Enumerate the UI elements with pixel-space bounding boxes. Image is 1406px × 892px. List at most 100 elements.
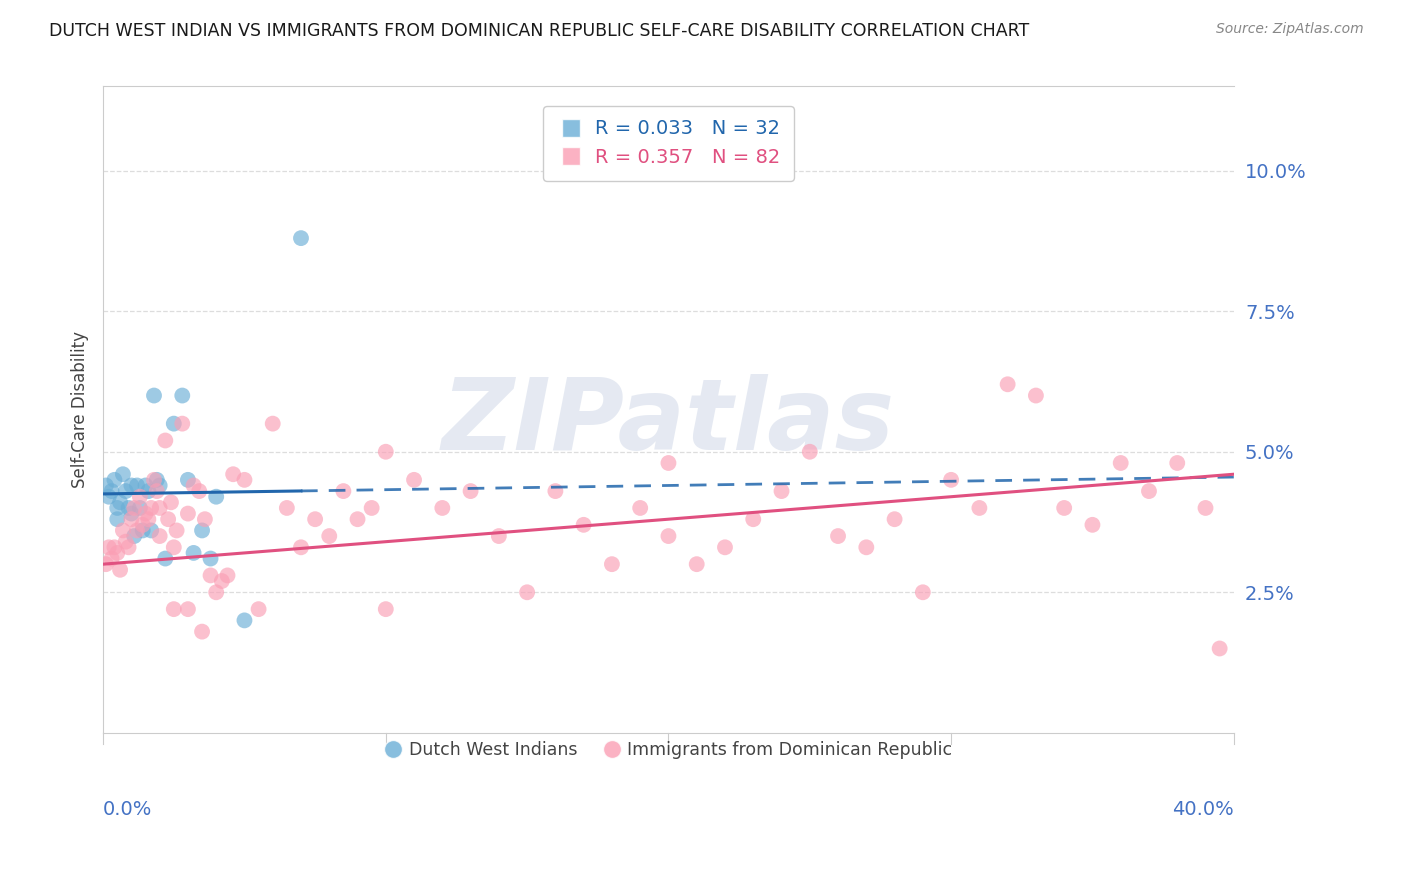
Point	[146, 473, 169, 487]
Point	[141, 524, 163, 538]
Text: DUTCH WEST INDIAN VS IMMIGRANTS FROM DOMINICAN REPUBLIC SELF-CARE DISABILITY COR: DUTCH WEST INDIAN VS IMMIGRANTS FROM DOM…	[49, 22, 1029, 40]
Point	[138, 484, 160, 499]
Point	[714, 541, 737, 555]
Point	[97, 541, 120, 555]
Point	[939, 473, 962, 487]
Point	[205, 490, 228, 504]
Point	[177, 507, 200, 521]
Point	[997, 377, 1019, 392]
Point	[1166, 456, 1188, 470]
Point	[183, 546, 205, 560]
Point	[233, 473, 256, 487]
Point	[172, 388, 194, 402]
Point	[276, 500, 298, 515]
Point	[1194, 500, 1216, 515]
Text: Source: ZipAtlas.com: Source: ZipAtlas.com	[1216, 22, 1364, 37]
Point	[111, 524, 134, 538]
Point	[686, 557, 709, 571]
Point	[770, 484, 793, 499]
Point	[117, 500, 139, 515]
Point	[205, 585, 228, 599]
Point	[131, 517, 153, 532]
Point	[149, 529, 172, 543]
Point	[516, 585, 538, 599]
Point	[233, 613, 256, 627]
Point	[117, 541, 139, 555]
Point	[432, 500, 454, 515]
Point	[163, 417, 186, 431]
Point	[163, 602, 186, 616]
Point	[160, 495, 183, 509]
Point	[188, 484, 211, 499]
Point	[572, 517, 595, 532]
Point	[135, 507, 157, 521]
Point	[194, 512, 217, 526]
Point	[191, 524, 214, 538]
Point	[200, 551, 222, 566]
Point	[855, 541, 877, 555]
Point	[657, 529, 679, 543]
Point	[141, 500, 163, 515]
Point	[100, 551, 122, 566]
Point	[125, 524, 148, 538]
Point	[318, 529, 340, 543]
Point	[1025, 388, 1047, 402]
Point	[120, 478, 142, 492]
Point	[247, 602, 270, 616]
Point	[94, 557, 117, 571]
Point	[1053, 500, 1076, 515]
Point	[1109, 456, 1132, 470]
Point	[138, 512, 160, 526]
Point	[827, 529, 849, 543]
Point	[122, 500, 145, 515]
Point	[122, 529, 145, 543]
Point	[108, 563, 131, 577]
Point	[128, 490, 150, 504]
Point	[166, 524, 188, 538]
Point	[969, 500, 991, 515]
Point	[103, 473, 125, 487]
Point	[105, 500, 128, 515]
Point	[103, 541, 125, 555]
Point	[217, 568, 239, 582]
Point	[1137, 484, 1160, 499]
Point	[883, 512, 905, 526]
Text: 0.0%: 0.0%	[103, 800, 152, 819]
Point	[120, 512, 142, 526]
Legend: Dutch West Indians, Immigrants from Dominican Republic: Dutch West Indians, Immigrants from Domi…	[377, 734, 959, 766]
Point	[172, 417, 194, 431]
Point	[135, 478, 157, 492]
Point	[114, 484, 136, 499]
Point	[155, 551, 177, 566]
Point	[157, 512, 180, 526]
Point	[105, 546, 128, 560]
Point	[149, 478, 172, 492]
Point	[262, 417, 284, 431]
Point	[628, 500, 651, 515]
Point	[332, 484, 354, 499]
Point	[657, 456, 679, 470]
Point	[402, 473, 425, 487]
Point	[111, 467, 134, 482]
Point	[125, 478, 148, 492]
Text: ZIPatlas: ZIPatlas	[441, 374, 896, 471]
Point	[183, 478, 205, 492]
Point	[108, 495, 131, 509]
Point	[290, 231, 312, 245]
Point	[742, 512, 765, 526]
Point	[177, 602, 200, 616]
Point	[488, 529, 510, 543]
Point	[149, 500, 172, 515]
Point	[131, 524, 153, 538]
Point	[177, 473, 200, 487]
Point	[97, 490, 120, 504]
Point	[163, 541, 186, 555]
Point	[100, 484, 122, 499]
Point	[374, 602, 396, 616]
Point	[911, 585, 934, 599]
Point	[346, 512, 368, 526]
Point	[799, 444, 821, 458]
Point	[105, 512, 128, 526]
Point	[191, 624, 214, 639]
Point	[143, 388, 166, 402]
